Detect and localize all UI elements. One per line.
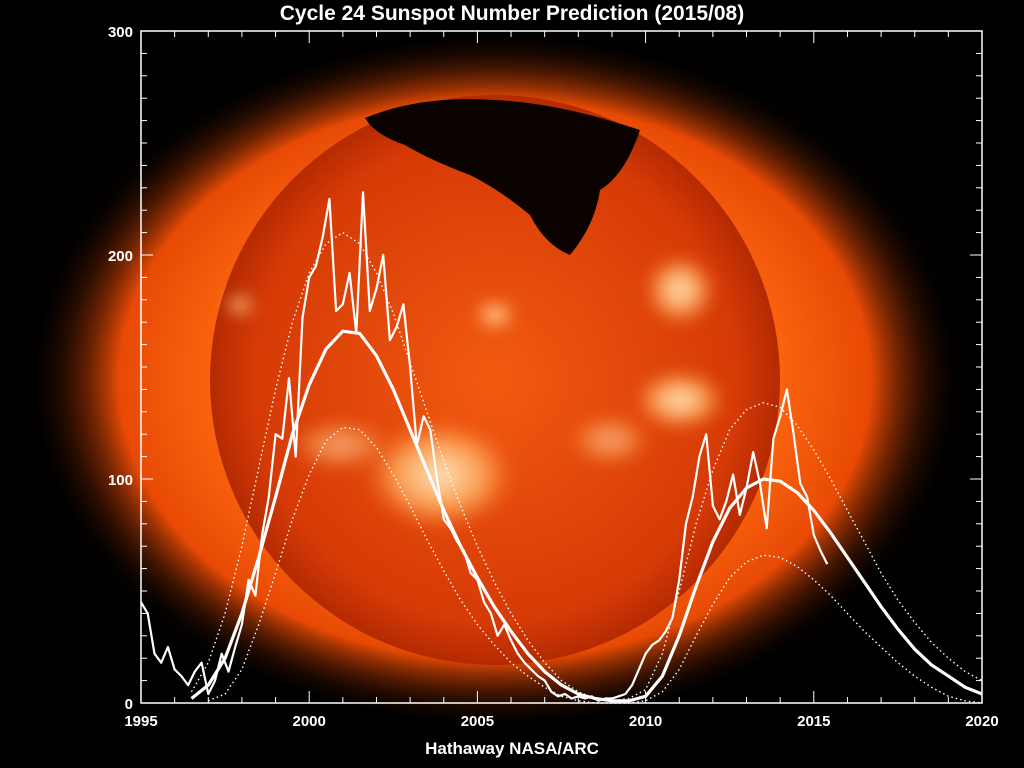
y-tick-label: 0	[125, 696, 133, 713]
chart-title: Cycle 24 Sunspot Number Prediction (2015…	[279, 2, 745, 25]
x-tick-label: 2020	[965, 713, 998, 730]
x-tick-label: 2015	[797, 713, 830, 730]
sun-background-image	[25, 30, 965, 730]
x-tick-label: 2005	[461, 713, 494, 730]
y-tick-label: 200	[108, 248, 133, 265]
predicted-curve	[190, 329, 983, 703]
observed-monthly-line	[140, 191, 829, 702]
y-tick-label: 100	[108, 472, 133, 489]
axis-ticks	[140, 30, 983, 704]
x-tick-label: 2000	[293, 713, 326, 730]
axis-tick-labels: 1995 2000 2005 2010 2015 2020 0 100 200 300	[108, 24, 999, 730]
data-series	[140, 191, 983, 704]
y-tick-label: 300	[108, 24, 133, 41]
lower-bound-curve	[208, 426, 983, 704]
x-tick-label: 1995	[124, 713, 157, 730]
upper-bound-curve	[190, 231, 983, 702]
credit-label: Hathaway NASA/ARC	[425, 739, 599, 758]
x-tick-label: 2010	[629, 713, 662, 730]
